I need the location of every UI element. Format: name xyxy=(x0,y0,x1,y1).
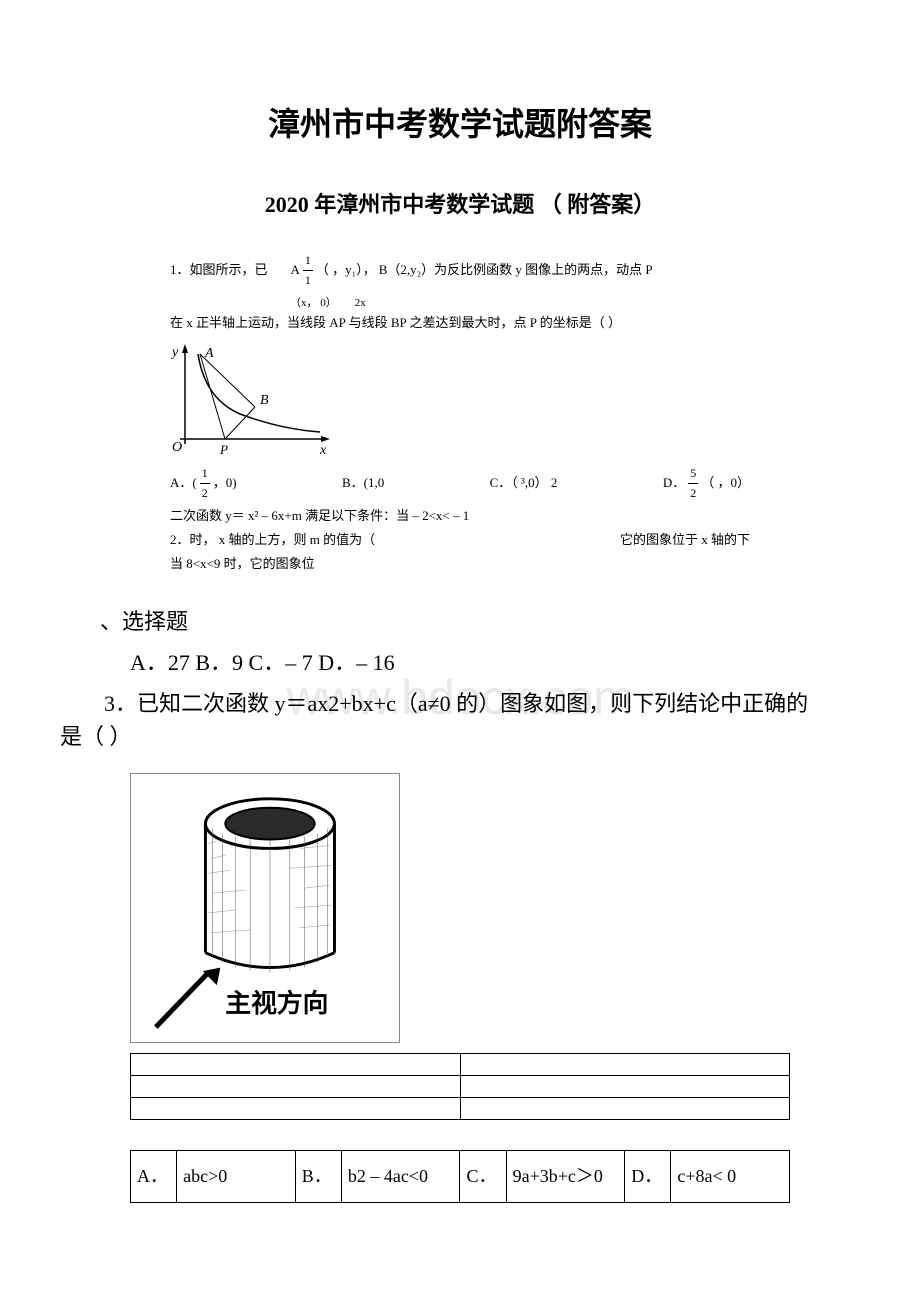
cylinder-figure: 主视方向 xyxy=(130,773,400,1043)
cell-d-label: D． xyxy=(625,1150,671,1202)
frac-num: 1 xyxy=(200,464,210,484)
table-row xyxy=(131,1075,790,1097)
cell-a-content: abc>0 xyxy=(177,1150,296,1202)
q3-text: 3．已知二次函数 y＝ax2+bx+c（a≠0 的）图象如图，则下列结论中正确的… xyxy=(60,687,820,753)
q2-answers: A．27 B．9 C．– 7 D．– 16 xyxy=(130,646,860,679)
q1-frac-a: 1 1 xyxy=(303,251,313,290)
empty-cell xyxy=(460,1097,790,1119)
graph-b-label: B xyxy=(260,393,269,408)
q1-extra: （x， 0） 2x xyxy=(290,295,750,313)
main-title: 漳州市中考数学试题附答案 xyxy=(60,100,860,148)
opt-d-frac: 5 2 xyxy=(688,464,698,503)
question-1-box: 1．如图所示，已 A 1 1 （ ，y₁）， B（2,y₂）为反比例函数 y 图… xyxy=(170,251,750,585)
table-row xyxy=(131,1097,790,1119)
sub-title: 2020 年漳州市中考数学试题 （ 附答案） xyxy=(60,188,860,221)
empty-table xyxy=(130,1053,790,1120)
q1-opt-a: A．( 1 2 ，0) xyxy=(170,464,237,503)
q1-opt-b: B．(1,0 xyxy=(342,473,384,494)
table-row xyxy=(131,1053,790,1075)
opt-a-frac: 1 2 xyxy=(200,464,210,503)
graph-a-label: A xyxy=(204,346,214,361)
empty-cell xyxy=(131,1097,461,1119)
graph-p-label: P xyxy=(219,442,228,457)
q1-graph: y A B O P x xyxy=(170,339,340,459)
q1-a-coords: （ ，y₁）， xyxy=(316,260,376,281)
frac-den: 2 xyxy=(688,484,698,503)
q2-line2a: 2．时， x 轴的上方，则 m 的值为（ xyxy=(170,530,375,551)
empty-cell xyxy=(460,1075,790,1097)
graph-y-label: y xyxy=(170,345,179,360)
q2-line2: 2．时， x 轴的上方，则 m 的值为（ 它的图象位于 x 轴的下 xyxy=(170,530,750,551)
frac-den: 2 xyxy=(200,484,210,503)
cell-a-label: A． xyxy=(131,1150,177,1202)
graph-o-label: O xyxy=(172,440,182,455)
q1-point-b: B（2,y₂）为反比例函数 y 图像上的两点，动点 P xyxy=(379,260,653,281)
q2-line3: 当 8<x<9 时，它的图象位 xyxy=(170,554,750,575)
q1-2x: 2x xyxy=(355,295,366,313)
opt-d-suffix: （ ，0） xyxy=(701,473,750,494)
empty-cell xyxy=(131,1053,461,1075)
q1-extra-x: （x， 0） xyxy=(290,295,337,313)
graph-x-label: x xyxy=(319,443,327,458)
q1-point-a: A xyxy=(291,260,300,281)
q1-line2: 在 x 正半轴上运动，当线段 AP 与线段 BP 之差达到最大时，点 P 的坐标… xyxy=(170,313,750,334)
empty-cell xyxy=(131,1075,461,1097)
cell-d-content: c+8a< 0 xyxy=(671,1150,790,1202)
q2-line1: 二次函数 y＝ x² – 6x+m 满足以下条件：当 – 2<x< – 1 xyxy=(170,506,750,527)
cell-c-label: C． xyxy=(460,1150,506,1202)
cell-b-label: B． xyxy=(295,1150,341,1202)
q1-prefix: 1．如图所示，已 xyxy=(170,260,268,281)
q1-opt-d: D． 5 2 （ ，0） xyxy=(663,464,750,503)
q1-line1: 1．如图所示，已 A 1 1 （ ，y₁）， B（2,y₂）为反比例函数 y 图… xyxy=(170,251,750,290)
q1-opt-c: C．（ ³,0） 2 xyxy=(490,473,558,494)
opt-a-label: A．( xyxy=(170,473,197,494)
q2-line2b: 它的图象位于 x 轴的下 xyxy=(620,530,750,551)
section-label: 、选择题 xyxy=(100,605,860,638)
frac-num: 1 xyxy=(303,251,313,271)
answer-table: A． abc>0 B． b2 – 4ac<0 C． 9a+3b+c＞0 D． c… xyxy=(130,1150,790,1203)
frac-num: 5 xyxy=(688,464,698,484)
opt-a-suffix: ，0) xyxy=(213,473,237,494)
cell-c-content: 9a+3b+c＞0 xyxy=(506,1150,625,1202)
opt-d-label: D． xyxy=(663,473,685,494)
table-row: A． abc>0 B． b2 – 4ac<0 C． 9a+3b+c＞0 D． c… xyxy=(131,1150,790,1202)
cylinder-label: 主视方向 xyxy=(225,988,328,1018)
empty-cell xyxy=(460,1053,790,1075)
cell-b-content: b2 – 4ac<0 xyxy=(341,1150,460,1202)
q1-options: A．( 1 2 ，0) B．(1,0 C．（ ³,0） 2 D． 5 2 （ ，… xyxy=(170,464,750,503)
frac-den: 1 xyxy=(303,271,313,290)
